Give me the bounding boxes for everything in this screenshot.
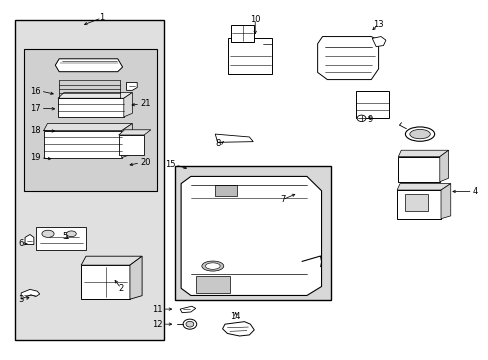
Text: 20: 20 [140, 158, 150, 167]
FancyBboxPatch shape [24, 49, 157, 191]
Polygon shape [215, 185, 237, 196]
FancyBboxPatch shape [396, 190, 440, 219]
Polygon shape [58, 93, 132, 98]
Polygon shape [371, 37, 385, 46]
Circle shape [183, 319, 196, 329]
FancyBboxPatch shape [398, 157, 439, 182]
Ellipse shape [405, 127, 434, 141]
Text: 5: 5 [62, 232, 67, 241]
Text: 21: 21 [140, 99, 150, 108]
Polygon shape [181, 176, 321, 296]
Polygon shape [228, 39, 272, 74]
Text: 13: 13 [372, 19, 383, 28]
Text: 7: 7 [279, 195, 285, 204]
Text: 14: 14 [230, 312, 241, 321]
Text: 3: 3 [19, 294, 24, 303]
Polygon shape [81, 256, 142, 265]
Text: 17: 17 [30, 104, 41, 113]
Text: 4: 4 [472, 187, 477, 196]
Polygon shape [130, 256, 142, 299]
FancyBboxPatch shape [404, 194, 427, 211]
Polygon shape [215, 134, 253, 142]
Text: 19: 19 [30, 153, 41, 162]
Ellipse shape [202, 261, 224, 271]
Polygon shape [222, 321, 254, 336]
FancyBboxPatch shape [355, 91, 388, 118]
Text: 15: 15 [164, 161, 175, 170]
Text: 6: 6 [19, 239, 24, 248]
Polygon shape [439, 150, 447, 182]
Ellipse shape [66, 231, 76, 237]
Polygon shape [122, 123, 132, 158]
Polygon shape [55, 59, 122, 72]
Circle shape [356, 115, 365, 122]
FancyBboxPatch shape [175, 166, 330, 300]
Polygon shape [230, 25, 254, 42]
FancyBboxPatch shape [58, 98, 123, 117]
Polygon shape [396, 184, 450, 190]
Text: 9: 9 [366, 114, 371, 123]
Circle shape [185, 321, 193, 327]
Polygon shape [21, 289, 40, 299]
Polygon shape [440, 184, 450, 219]
Text: 18: 18 [30, 126, 41, 135]
FancyBboxPatch shape [119, 135, 144, 155]
Polygon shape [180, 306, 195, 313]
Polygon shape [25, 234, 34, 244]
Polygon shape [126, 82, 137, 90]
FancyBboxPatch shape [43, 131, 122, 158]
Polygon shape [317, 37, 378, 80]
Text: 12: 12 [152, 320, 162, 329]
Ellipse shape [42, 230, 54, 237]
Polygon shape [123, 93, 132, 117]
Text: 2: 2 [118, 284, 123, 293]
Ellipse shape [409, 130, 429, 139]
Polygon shape [119, 130, 151, 135]
Polygon shape [36, 227, 86, 250]
Text: 16: 16 [30, 86, 41, 95]
Text: 8: 8 [215, 139, 221, 148]
Polygon shape [43, 123, 132, 131]
Polygon shape [398, 150, 447, 157]
FancyBboxPatch shape [81, 265, 130, 299]
Text: 1: 1 [99, 13, 104, 22]
FancyBboxPatch shape [15, 21, 163, 339]
Text: 10: 10 [249, 15, 260, 24]
Polygon shape [195, 276, 229, 293]
Ellipse shape [205, 263, 220, 269]
Text: 11: 11 [152, 305, 162, 314]
